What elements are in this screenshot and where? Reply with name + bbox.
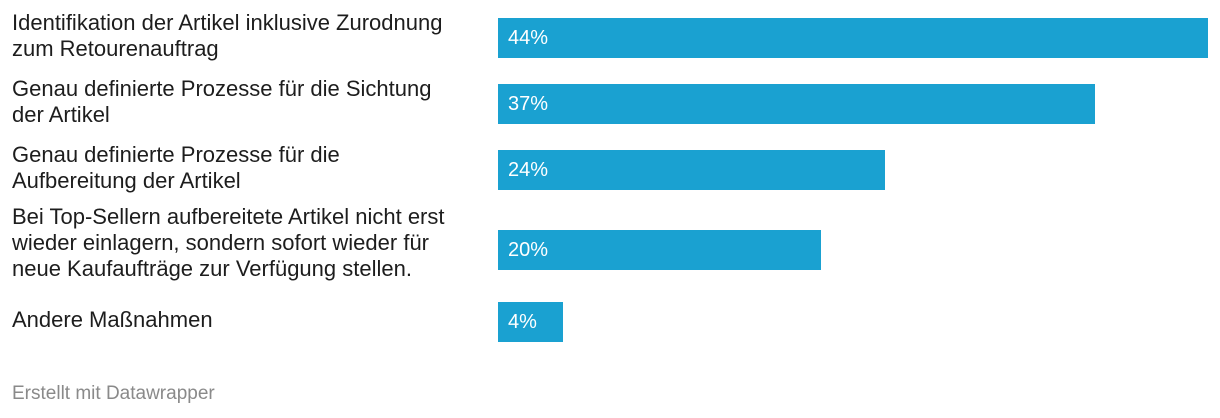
- category-label: Genau definierte Prozesse für die Aufbere…: [12, 142, 492, 194]
- bar-value-label: 24%: [508, 159, 549, 181]
- bar: [498, 18, 1208, 58]
- bar-value-label: 37%: [508, 93, 549, 115]
- category-label-line: Genau definierte Prozesse für die: [12, 142, 340, 167]
- bar: [498, 230, 821, 270]
- bar-value-label: 20%: [508, 239, 549, 261]
- category-label-line: neue Kaufaufträge zur Verfügung stellen.: [12, 256, 412, 281]
- credit-footer: Erstellt mit Datawrapper: [12, 383, 215, 404]
- category-label-line: Aufbereitung der Artikel: [12, 168, 241, 193]
- category-label-line: der Artikel: [12, 102, 110, 127]
- category-label: Identifikation der Artikel inklusive Zur…: [12, 10, 492, 62]
- category-label-line: zum Retourenauftrag: [12, 36, 219, 61]
- bar: [498, 150, 885, 190]
- bar-chart: Identifikation der Artikel inklusive Zur…: [12, 10, 1208, 342]
- category-label-line: Identifikation der Artikel inklusive Zur…: [12, 10, 443, 35]
- category-label: Andere Maßnahmen: [12, 307, 492, 333]
- bar: [498, 302, 563, 342]
- bar-value-label: 4%: [508, 311, 537, 333]
- category-label-line: wieder einlagern, sondern sofort wieder …: [12, 230, 430, 255]
- bar-value-label: 44%: [508, 27, 549, 49]
- category-label-line: Andere Maßnahmen: [12, 307, 213, 332]
- category-label: Genau definierte Prozesse für die Sichtu…: [12, 76, 492, 128]
- category-label-line: Bei Top-Sellern aufbereitete Artikel nic…: [12, 204, 445, 229]
- category-label-line: Genau definierte Prozesse für die Sichtu…: [12, 76, 432, 101]
- category-label: Bei Top-Sellern aufbereitete Artikel nic…: [12, 204, 492, 282]
- bar: [498, 84, 1095, 124]
